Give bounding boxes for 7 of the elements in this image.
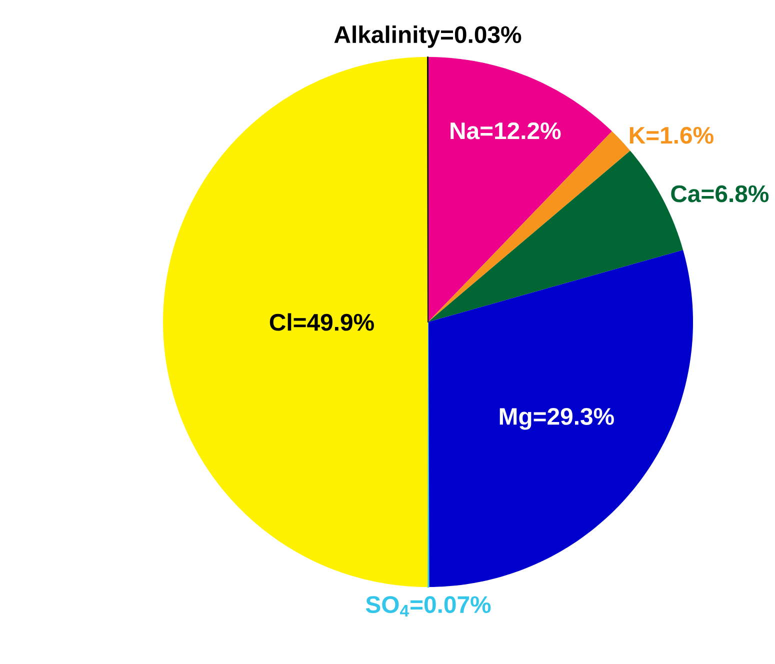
slice-label: Cl=49.9% [270,313,374,331]
slice-label: Na=12.2% [450,122,561,140]
slice-label: SO$_{4}$=0.07% [366,596,491,617]
slice-label: Alkalinity=0.03% [334,26,522,48]
slice-label: Mg=29.3% [500,408,614,430]
slice-label: K=1.6% [630,126,714,144]
slice-label: Ca=6.8% [671,185,769,202]
